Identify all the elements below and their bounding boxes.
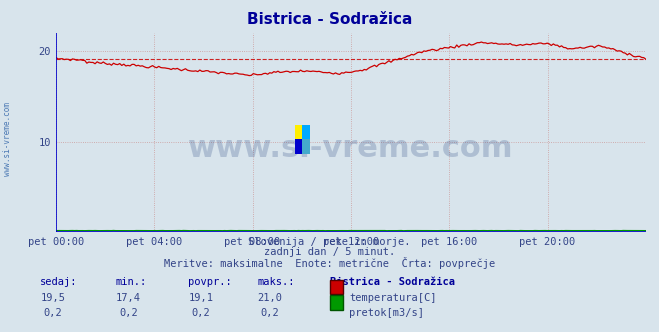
Bar <box>302 124 310 139</box>
Text: temperatura[C]: temperatura[C] <box>349 293 437 303</box>
Text: 21,0: 21,0 <box>258 293 283 303</box>
Text: 0,2: 0,2 <box>43 308 62 318</box>
Text: povpr.:: povpr.: <box>188 277 231 287</box>
Text: Bistrica - Sodražica: Bistrica - Sodražica <box>330 277 455 287</box>
Text: pretok[m3/s]: pretok[m3/s] <box>349 308 424 318</box>
Bar <box>295 124 302 139</box>
Text: 0,2: 0,2 <box>261 308 279 318</box>
Text: www.si-vreme.com: www.si-vreme.com <box>3 103 13 176</box>
Bar <box>295 139 302 154</box>
Text: zadnji dan / 5 minut.: zadnji dan / 5 minut. <box>264 247 395 257</box>
Text: 0,2: 0,2 <box>119 308 138 318</box>
Text: www.si-vreme.com: www.si-vreme.com <box>188 134 513 163</box>
Text: Bistrica - Sodražica: Bistrica - Sodražica <box>247 12 412 27</box>
Text: 19,1: 19,1 <box>188 293 214 303</box>
Text: maks.:: maks.: <box>257 277 295 287</box>
Text: Meritve: maksimalne  Enote: metrične  Črta: povprečje: Meritve: maksimalne Enote: metrične Črta… <box>164 257 495 269</box>
Text: sedaj:: sedaj: <box>40 277 77 287</box>
Text: min.:: min.: <box>115 277 146 287</box>
Bar <box>302 139 310 154</box>
Text: 0,2: 0,2 <box>192 308 210 318</box>
Text: Slovenija / reke in morje.: Slovenija / reke in morje. <box>248 237 411 247</box>
Text: 17,4: 17,4 <box>116 293 141 303</box>
Text: 19,5: 19,5 <box>40 293 65 303</box>
